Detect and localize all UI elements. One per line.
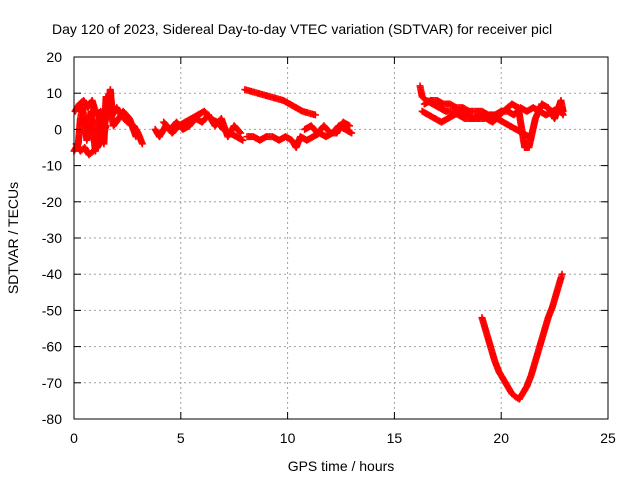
data-point: [237, 129, 245, 137]
data-point: [558, 270, 566, 278]
data-point: [236, 128, 244, 136]
y-axis-title: SDTVAR / TECUs: [5, 182, 21, 294]
y-tick-label: -10: [42, 158, 62, 174]
data-point: [239, 136, 247, 144]
y-tick-label: 0: [54, 121, 62, 137]
x-tick-label: 15: [387, 430, 403, 446]
x-axis-title: GPS time / hours: [288, 458, 395, 474]
data-point: [311, 111, 319, 119]
data-point: [348, 129, 356, 137]
tick-labels: 0 5 10 15 20 25 -80 -70 -60 -50 -40 -30 -20 -10 0 10 20: [42, 49, 616, 446]
axis-ticks: [73, 56, 609, 420]
x-tick-label: 5: [177, 430, 185, 446]
y-tick-label: 20: [46, 49, 62, 65]
data-point: [132, 133, 140, 141]
x-tick-label: 10: [280, 430, 296, 446]
y-tick-label: -30: [42, 230, 62, 246]
y-tick-label: 10: [46, 85, 62, 101]
x-tick-label: 0: [70, 430, 78, 446]
data-points: [70, 82, 567, 403]
data-point: [559, 107, 567, 115]
y-tick-label: -80: [42, 411, 62, 427]
y-tick-label: -70: [42, 375, 62, 391]
y-tick-label: -20: [42, 194, 62, 210]
data-point: [102, 122, 110, 130]
x-tick-label: 25: [600, 430, 616, 446]
chart-title: Day 120 of 2023, Sidereal Day-to-day VTE…: [52, 21, 552, 37]
data-point: [346, 122, 354, 130]
data-point: [138, 140, 146, 148]
y-tick-label: -50: [42, 302, 62, 318]
x-tick-label: 20: [493, 430, 509, 446]
y-tick-label: -60: [42, 339, 62, 355]
y-tick-label: -40: [42, 266, 62, 282]
